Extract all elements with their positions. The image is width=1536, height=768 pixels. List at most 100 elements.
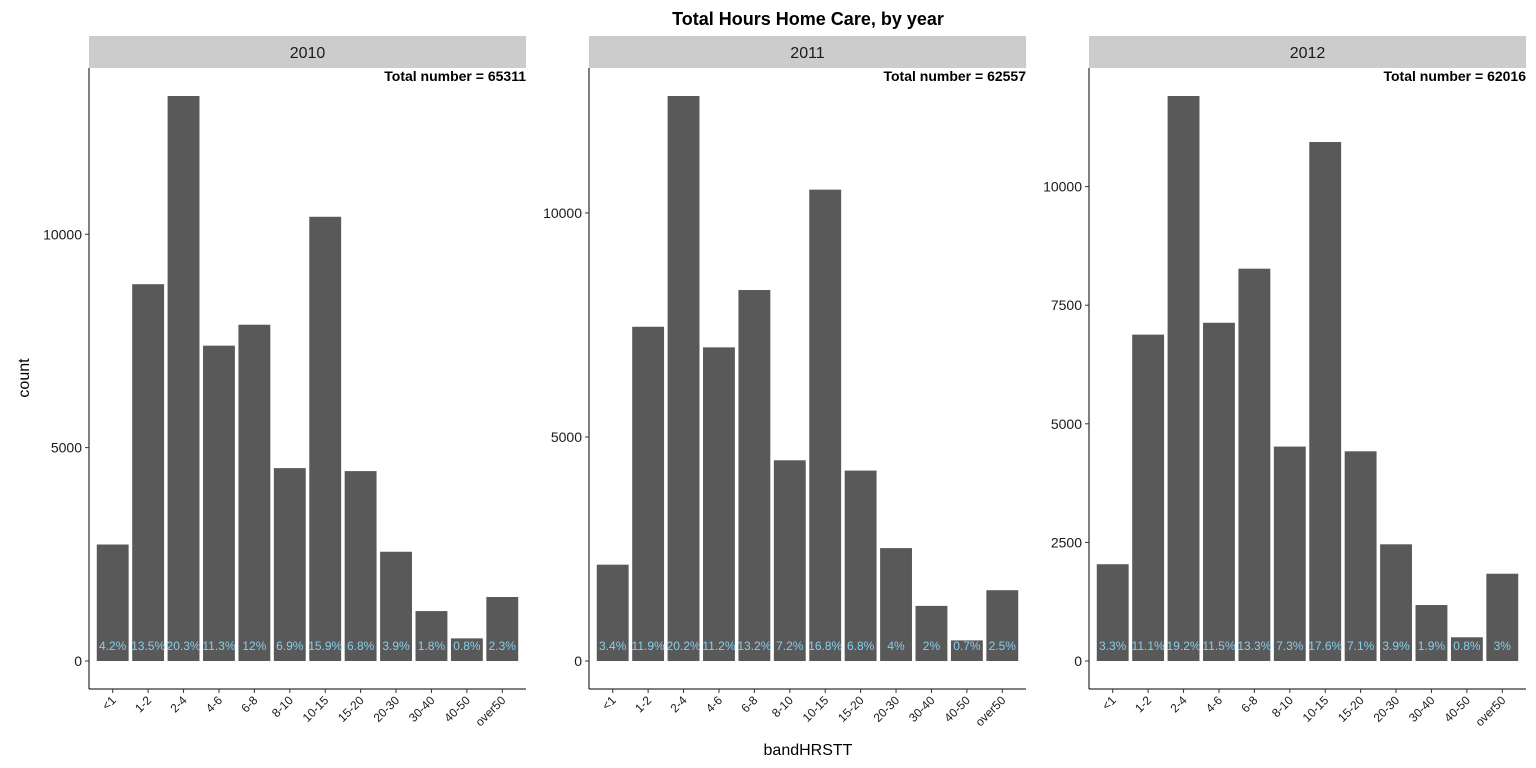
percent-label: 13.2% [737,639,771,653]
bar-2-4 [1167,96,1200,661]
bar-2-4 [667,96,700,661]
bar-<1 [1096,564,1129,661]
percent-label: 3% [1494,639,1512,653]
percent-label: 20.3% [167,639,201,653]
y-tick-label: 10000 [543,205,582,221]
percent-label: 3.9% [382,639,410,653]
percent-label: 11.9% [632,639,665,653]
bar-40-50 [950,640,983,661]
bar-8-10 [773,460,806,661]
bar-<1 [96,544,129,661]
percent-label: 15.9% [308,639,342,653]
percent-label: 4.2% [99,639,127,653]
bar-4-6 [1203,322,1235,661]
x-tick-label: 1-2 [632,693,654,715]
bar-1-2 [632,326,665,661]
x-tick-label: 1-2 [1132,693,1154,715]
x-tick-label: 20-30 [871,693,903,725]
percent-label: 12% [242,639,266,653]
x-tick-label: 40-50 [1441,693,1473,725]
percent-label: 2% [923,639,941,653]
percent-label: 1.8% [418,639,446,653]
bar-4-6 [703,347,735,661]
x-tick-label: 2-4 [1167,693,1189,715]
y-tick-label: 5000 [551,429,582,445]
x-axis-title: bandHRSTT [764,742,853,759]
total-number-label: Total number = 62016 [1383,68,1526,84]
percent-label: 0.8% [1453,639,1481,653]
bar-6-8 [238,324,271,661]
percent-label: 2.3% [489,639,517,653]
facet-strip [89,36,526,68]
bar-20-30 [1380,544,1412,661]
percent-label: 7.1% [1347,639,1375,653]
x-tick-label: 4-6 [1203,693,1225,715]
x-tick-label: 6-8 [1238,693,1260,715]
percent-label: 11.5% [1202,639,1235,653]
bar-over50 [986,590,1019,661]
facet-panel-2011: 2011 0 5000 10000 <1 3.4% 1-2 11.9% 2-4 20.2% 4-6 1… [543,36,1026,729]
x-tick-label: 8-10 [769,693,796,720]
bar-40-50 [1450,637,1483,661]
percent-label: 7.3% [1276,639,1304,653]
percent-label: 16.8% [808,639,842,653]
y-tick-label: 5000 [51,440,82,456]
bar-20-30 [380,551,412,661]
percent-label: 11.3% [202,639,235,653]
y-tick-label: 10000 [43,226,82,242]
percent-label: 19.2% [1167,639,1201,653]
facet-panels: 2010 0 5000 10000 <1 4.2% 1-2 13.5% 2-4 20.3% 4-6 1… [43,36,1526,729]
x-tick-label: 8-10 [1269,693,1296,720]
percent-label: 20.2% [667,639,701,653]
facet-panel-2010: 2010 0 5000 10000 <1 4.2% 1-2 13.5% 2-4 20.3% 4-6 1… [43,36,526,729]
bar-8-10 [273,468,306,661]
x-tick-label: over50 [1473,693,1509,729]
x-tick-label: 10-15 [300,693,332,725]
x-tick-label: 2-4 [667,693,689,715]
y-tick-label: 5000 [1051,416,1082,432]
facet-strip [589,36,1026,68]
x-tick-label: 30-40 [906,693,938,725]
x-tick-label: <1 [99,693,119,713]
bar-30-40 [1415,605,1448,661]
x-tick-label: 30-40 [1406,693,1438,725]
bar-10-15 [1309,142,1342,662]
bar-6-8 [1238,268,1271,661]
facet-strip-label: 2012 [1290,45,1326,62]
bar-10-15 [309,216,342,662]
x-tick-label: 4-6 [703,693,725,715]
percent-label: 6.9% [276,639,304,653]
total-number-label: Total number = 62557 [883,68,1026,84]
percent-label: 2.5% [989,639,1017,653]
bar-6-8 [738,290,771,661]
x-tick-label: <1 [599,693,619,713]
y-tick-label: 10000 [1043,179,1082,195]
percent-label: 3.3% [1099,639,1127,653]
y-tick-label: 2500 [1051,534,1082,550]
percent-label: 3.9% [1382,639,1410,653]
x-tick-label: 2-4 [167,693,189,715]
percent-label: 13.3% [1237,639,1271,653]
percent-label: 0.7% [953,639,981,653]
x-tick-label: 15-20 [335,693,367,725]
facet-panel-2012: 2012 0 2500 5000 7500 10000 <1 3.3% 1-2 11.1% 2-4 1… [1043,36,1526,729]
x-tick-label: 8-10 [269,693,296,720]
percent-label: 3.4% [599,639,627,653]
x-tick-label: 20-30 [1371,693,1403,725]
chart-title: Total Hours Home Care, by year [672,9,944,29]
y-axis-title: count [16,358,33,398]
bar-30-40 [415,611,448,661]
x-tick-label: 30-40 [406,693,438,725]
x-tick-label: 6-8 [238,693,260,715]
percent-label: 1.9% [1418,639,1446,653]
x-tick-label: 15-20 [1335,693,1367,725]
bar-15-20 [844,470,877,661]
percent-label: 11.2% [702,639,735,653]
bar-4-6 [203,345,235,661]
facet-strip [1089,36,1526,68]
y-tick-label: 7500 [1051,297,1082,313]
bar-20-30 [880,548,912,661]
percent-label: 6.8% [347,639,375,653]
x-tick-label: <1 [1099,693,1119,713]
